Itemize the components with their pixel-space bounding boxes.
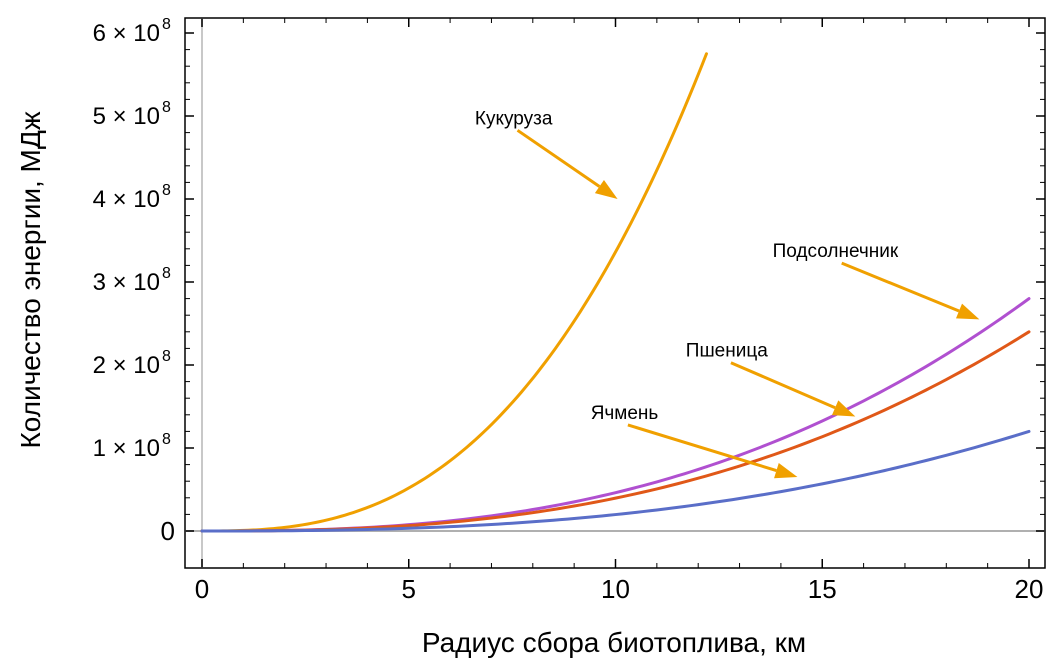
annotation-label: Пшеница (686, 341, 768, 362)
y-tick-mantissa: 3 × 10 (93, 269, 160, 296)
annotation-label: Кукуруза (475, 108, 553, 129)
series-line-3 (200, 330, 1031, 533)
y-tick-label: 2 × 10 (93, 352, 160, 379)
x-tick-label: 0 (195, 574, 209, 604)
y-tick-exponent: 8 (162, 16, 171, 33)
y-tick-label: 6 × 10 (93, 20, 160, 47)
x-tick-label: 10 (601, 574, 630, 604)
y-tick-label: 0 (161, 516, 175, 546)
y-axis-title: Количество энергии, МДж (15, 111, 46, 448)
y-tick-exponent: 8 (162, 431, 171, 448)
annotation-arrow-head (594, 179, 618, 199)
x-tick-label: 15 (808, 574, 837, 604)
annotation-arrow-shaft (516, 129, 601, 188)
annotation-arrow-head (774, 462, 798, 479)
y-tick-label: 5 × 10 (93, 103, 160, 130)
y-tick-label: 3 × 10 (93, 269, 160, 296)
annotation-label: Ячмень (591, 403, 659, 424)
annotation-arrow-head (831, 400, 856, 417)
y-tick-label: 4 × 10 (93, 186, 160, 213)
y-tick-exponent: 8 (162, 265, 171, 282)
x-tick-label: 20 (1015, 574, 1044, 604)
series-lines (200, 52, 1031, 533)
y-tick-mantissa: 1 × 10 (93, 435, 160, 462)
y-tick-mantissa: 2 × 10 (93, 352, 160, 379)
y-tick-mantissa: 5 × 10 (93, 103, 160, 130)
x-tick-label: 5 (402, 574, 416, 604)
y-axis-ticks: 01 × 10 82 × 10 83 × 10 84 × 10 85 × 10 86 × … (93, 16, 1045, 546)
annotation-arrow-shaft (841, 261, 960, 313)
y-tick-exponent: 8 (162, 348, 171, 365)
annotation-arrow-shaft (730, 361, 836, 410)
annotation-label: Подсолнечник (773, 241, 899, 262)
x-axis-ticks: 0 5 10 15 20 (195, 18, 1044, 604)
x-axis-title: Радиус сбора биотоплива, км (422, 627, 806, 658)
series-line-4 (200, 429, 1031, 533)
annotation-arrow-shaft (627, 423, 777, 473)
y-tick-exponent: 8 (162, 99, 171, 116)
y-tick-mantissa: 6 × 10 (93, 20, 160, 47)
annotations: Кукуруза Подсолнечник Пшеница Ячмень (475, 108, 980, 479)
y-tick-label: 1 × 10 (93, 435, 160, 462)
y-tick-mantissa: 4 × 10 (93, 186, 160, 213)
series-line-1 (200, 52, 708, 533)
annotation-arrow-head (955, 303, 980, 320)
y-tick-exponent: 8 (162, 182, 171, 199)
